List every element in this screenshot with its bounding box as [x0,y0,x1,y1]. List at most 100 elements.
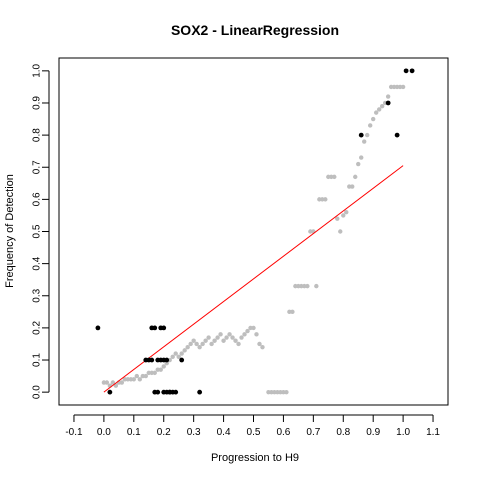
observed-point [179,357,185,363]
fitted-point [353,174,358,180]
observed-point [394,132,400,138]
fitted-point [332,174,337,180]
fitted-point [370,116,376,122]
plot-frame [58,57,449,406]
fitted-point [113,383,119,388]
observed-point [409,68,415,74]
x-tick-label: 0.4 [217,427,231,438]
fitted-point [400,84,406,90]
fitted-point [284,389,289,395]
regression-line [103,165,404,393]
fitted-point [341,213,346,218]
fitted-point [365,132,370,138]
fitted-point [227,332,232,337]
observed-point [403,68,409,74]
fitted-point [110,380,116,385]
x-tick-label: 0.3 [187,427,201,438]
fitted-point [344,210,349,215]
fitted-point [203,338,208,343]
observed-point [155,389,161,395]
fitted-point [245,328,250,334]
observed-point [161,325,167,331]
fitted-point [161,364,166,369]
fitted-point [218,332,223,337]
observed-point [107,389,113,395]
fitted-series [101,84,406,395]
fitted-point [350,184,355,189]
observed-point [152,325,158,331]
fitted-point [104,380,110,385]
x-tick-label: 1.0 [396,427,410,438]
fitted-point [356,161,361,167]
chart-title: SOX2 - LinearRegression [171,22,339,38]
fitted-point [206,335,211,340]
y-tick-label: 0.8 [32,128,43,142]
fitted-point [143,373,148,379]
x-tick-label: 0.9 [366,427,380,438]
observed-point [197,389,203,395]
fitted-point [230,335,235,340]
fitted-point [379,103,385,109]
x-tick-label: 0.8 [336,427,350,438]
fitted-point [209,341,214,347]
fitted-point [182,348,187,353]
fitted-point [368,123,373,128]
observed-point [149,357,155,363]
y-axis-label: Frequency of Detection [4,174,16,288]
y-tick-label: 0.9 [32,96,43,110]
x-tick-label: 1.1 [426,427,440,438]
fitted-point [233,338,238,343]
fitted-point [385,94,391,99]
observed-point [385,100,391,106]
fitted-point [200,341,205,347]
fitted-point [290,309,295,315]
fitted-point [314,283,319,289]
observed-point [173,389,179,395]
x-tick-label: 0.6 [276,427,290,438]
fitted-point [242,332,247,337]
fitted-point [260,344,265,350]
fitted-point [376,107,382,112]
fitted-point [335,216,340,221]
fitted-point [254,332,259,337]
fitted-point [131,377,137,382]
y-axis: 0.0 0.1 0.2 0.3 0.4 0.5 0.6 0.7 0.8 0.9 1.0 [32,63,50,399]
fitted-point [215,335,220,340]
fitted-point [224,335,229,340]
x-tick-label: -0.1 [65,427,83,438]
fitted-point [194,341,199,347]
observed-point [95,325,101,331]
fitted-point [173,351,178,356]
y-tick-label: 0.2 [32,321,43,335]
fitted-point [323,197,328,202]
observed-series [95,68,415,395]
observed-point [358,132,364,138]
y-tick-label: 0.7 [32,160,43,174]
x-tick-label: 0.0 [97,427,111,438]
fitted-point [251,325,256,331]
fitted-point [152,370,157,376]
fitted-point [221,338,226,343]
x-tick-label: 0.7 [306,427,320,438]
fitted-point [373,110,379,115]
observed-point [164,357,170,363]
x-axis-label: Progression to H9 [211,452,299,464]
fitted-point [188,341,193,347]
fitted-point [239,335,244,340]
y-tick-label: 0.1 [32,353,43,367]
x-tick-label: 0.1 [127,427,141,438]
x-tick-label: 0.2 [157,427,171,438]
fitted-point [185,344,190,350]
x-tick-label: 0.5 [247,427,261,438]
y-tick-label: 0.0 [32,385,43,399]
fitted-point [176,354,181,360]
fitted-point [362,139,367,144]
y-tick-label: 0.3 [32,288,43,302]
fitted-point [359,155,364,160]
y-tick-label: 1.0 [32,63,43,77]
fitted-point [212,338,217,343]
fitted-point [257,341,262,347]
fitted-point [191,338,196,343]
